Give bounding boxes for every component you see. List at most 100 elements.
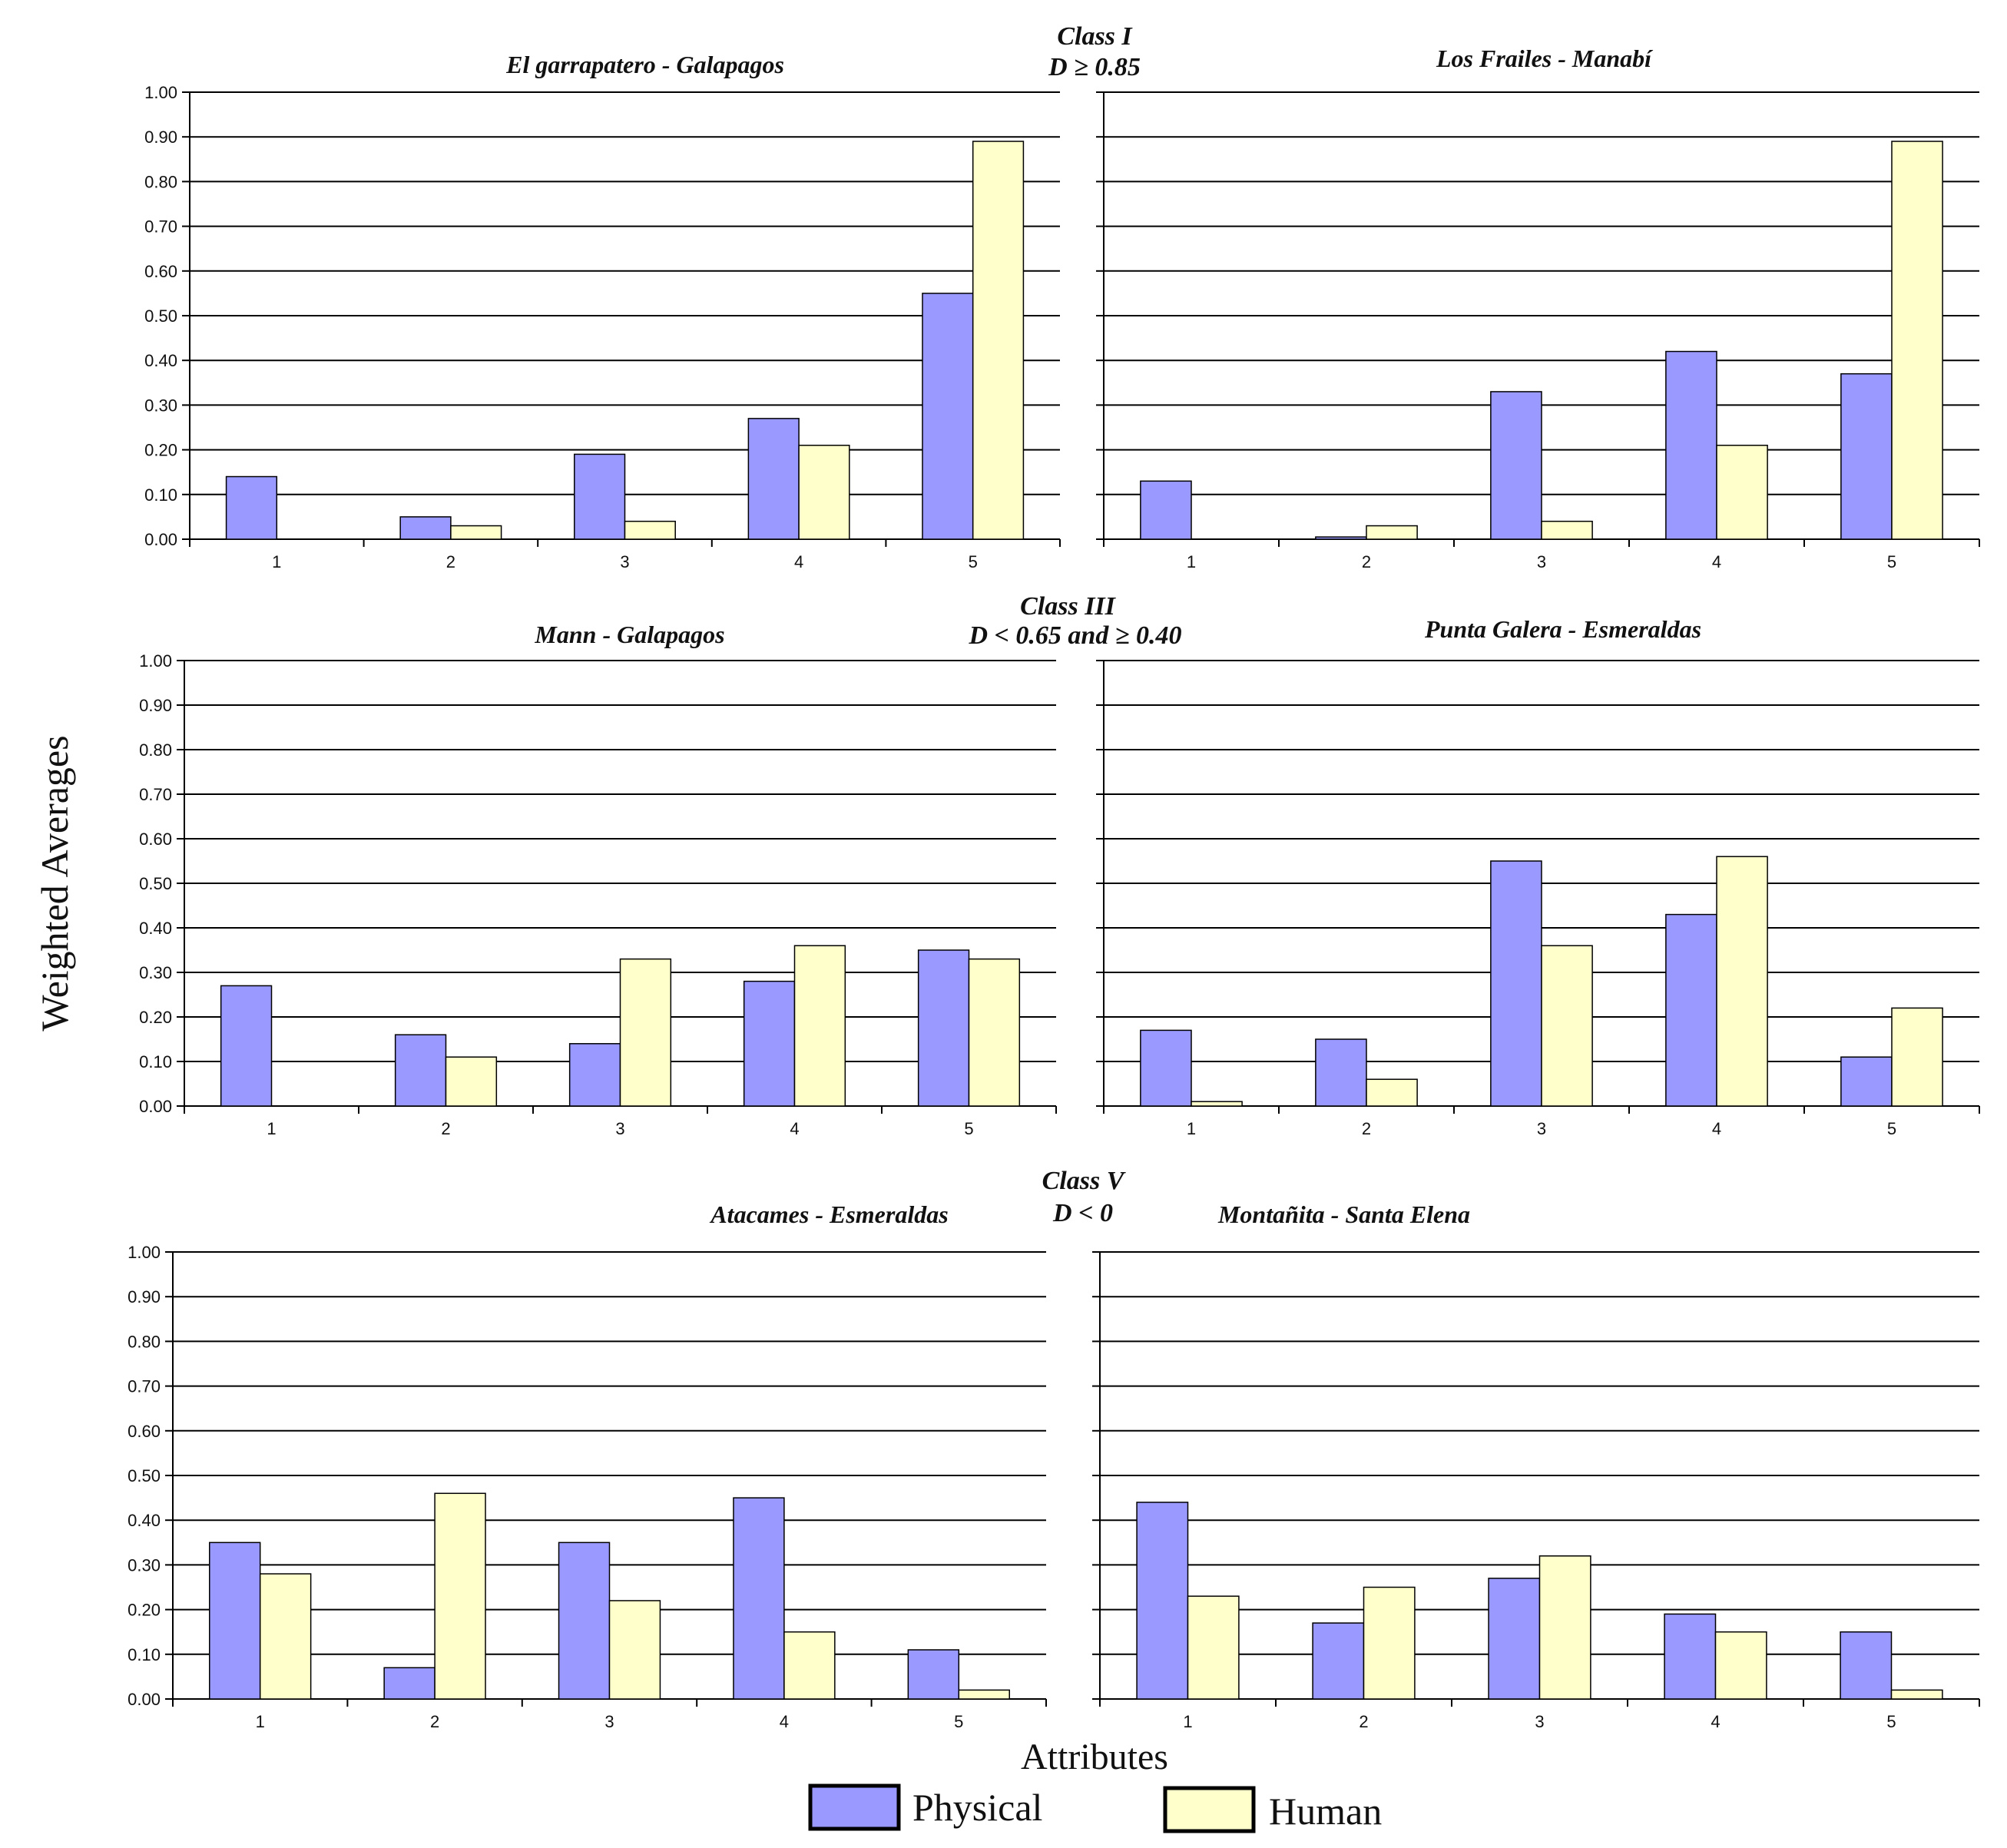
legend-human-swatch: [1163, 1786, 1256, 1833]
x-tick-label: 1: [1183, 1712, 1192, 1731]
y-tick-label: 0.80: [128, 1332, 161, 1351]
panel-title: Punta Galera - Esmeraldas: [1424, 615, 1701, 643]
bar-human: [608, 1600, 661, 1700]
x-tick-label: 4: [1712, 1119, 1721, 1138]
y-axis-title: Weighted Averages: [33, 735, 76, 1031]
y-tick-label: 0.00: [144, 530, 177, 549]
bar-physical: [568, 1043, 621, 1107]
legend-human-label: Human: [1269, 1790, 1382, 1833]
y-tick-label: 0.70: [139, 785, 172, 804]
bar-human: [793, 945, 846, 1107]
bar-physical: [733, 1497, 785, 1700]
bar-human: [259, 1573, 312, 1700]
class-label-3-condition: D < 0.65 and ≥ 0.40: [969, 621, 1182, 650]
x-tick-label: 5: [1887, 552, 1896, 571]
bar-physical: [1140, 480, 1192, 540]
bar-human: [619, 958, 672, 1107]
chart-los-frailes: Los Frailes - Manabí 1 2 3 4 5: [1096, 45, 1980, 571]
chart-montanita: Montañita - Santa Elena 1 2 3 4 5: [1092, 1201, 1980, 1731]
bar-physical: [917, 949, 970, 1107]
bar-physical: [1664, 1613, 1717, 1700]
x-tick-label: 5: [954, 1712, 963, 1731]
bar-human: [798, 445, 850, 540]
panel-title: Mann - Galapagos: [534, 621, 724, 648]
bar-physical: [1140, 1029, 1192, 1107]
y-tick-label: 0.60: [139, 830, 172, 849]
x-tick-label: 2: [430, 1712, 439, 1731]
bar-physical: [1315, 536, 1367, 540]
y-tick-label: 0.40: [144, 351, 177, 370]
x-tick-label: 3: [620, 552, 629, 571]
y-tick-label: 1.00: [139, 651, 172, 671]
bar-human: [1891, 141, 1943, 540]
bar-human: [1366, 525, 1418, 540]
x-tick-label: 3: [615, 1119, 624, 1138]
bar-human: [1890, 1689, 1943, 1700]
y-tick-label: 0.40: [139, 919, 172, 938]
bar-physical: [220, 985, 273, 1107]
x-tick-label: 4: [780, 1712, 789, 1731]
y-tick-label: 0.90: [144, 128, 177, 147]
bar-human: [434, 1492, 486, 1700]
class-label-1-name: Class I: [1057, 22, 1133, 51]
bar-human: [445, 1056, 498, 1107]
bar-physical: [907, 1649, 960, 1700]
bar-physical: [1312, 1622, 1365, 1700]
bar-human: [958, 1689, 1010, 1700]
panel-title: El garrapatero - Galapagos: [505, 51, 784, 78]
bar-physical: [399, 516, 452, 540]
bar-human: [783, 1631, 836, 1700]
x-tick-label: 2: [446, 552, 455, 571]
y-tick-label: 0.80: [139, 740, 172, 760]
x-tick-label: 5: [969, 552, 978, 571]
x-tick-label: 4: [794, 552, 803, 571]
bar-physical: [209, 1542, 261, 1700]
bar-human: [1191, 1101, 1243, 1107]
bar-human: [1716, 445, 1768, 540]
class-label-5-name: Class V: [1042, 1167, 1126, 1195]
class-label-3-name: Class III: [1020, 592, 1117, 621]
x-axis-title: Attributes: [1021, 1737, 1168, 1777]
x-tick-label: 5: [964, 1119, 973, 1138]
bar-human: [1541, 520, 1593, 540]
bar-human: [968, 958, 1021, 1107]
bar-human: [1716, 856, 1768, 1107]
bar-physical: [1490, 391, 1542, 540]
bar-human: [1538, 1555, 1591, 1700]
y-tick-label: 0.50: [128, 1466, 161, 1485]
bar-human: [1891, 1007, 1943, 1107]
x-tick-label: 1: [272, 552, 281, 571]
bar-physical: [225, 475, 278, 540]
bar-human: [450, 525, 502, 540]
x-tick-label: 5: [1887, 1119, 1896, 1138]
bar-human: [1366, 1078, 1418, 1107]
y-tick-label: 0.30: [144, 396, 177, 415]
bar-physical: [743, 980, 796, 1107]
y-tick-label: 0.70: [144, 217, 177, 237]
y-tick-label: 0.30: [128, 1555, 161, 1575]
y-tick-label: 0.10: [144, 485, 177, 505]
y-tick-label: 0.50: [139, 874, 172, 893]
y-tick-label: 1.00: [128, 1243, 161, 1262]
x-tick-label: 1: [256, 1712, 265, 1731]
x-tick-label: 2: [1362, 1119, 1371, 1138]
y-tick-label: 1.00: [144, 83, 177, 102]
class-label-1-condition: D ≥ 0.85: [1048, 53, 1141, 81]
bar-physical: [1490, 860, 1542, 1107]
x-tick-label: 4: [790, 1119, 799, 1138]
x-tick-label: 3: [604, 1712, 614, 1731]
bar-physical: [1840, 373, 1893, 540]
bar-physical: [1315, 1038, 1367, 1107]
chart-el-garrapatero: El garrapatero - Galapagos 0.00 0.10 0.20 0.…: [144, 51, 1061, 571]
bar-physical: [1840, 1631, 1893, 1700]
bar-physical: [1665, 350, 1717, 540]
bar-physical: [383, 1667, 436, 1700]
legend-physical-label: Physical: [912, 1786, 1042, 1829]
bar-physical: [922, 293, 974, 540]
x-tick-label: 2: [1362, 552, 1371, 571]
bar-human: [624, 520, 676, 540]
x-tick-label: 4: [1712, 552, 1721, 571]
chart-punta-galera: Punta Galera - Esmeraldas 1 2 3 4 5: [1096, 615, 1980, 1138]
bar-physical: [574, 453, 626, 540]
legend-physical-swatch: [808, 1783, 901, 1831]
